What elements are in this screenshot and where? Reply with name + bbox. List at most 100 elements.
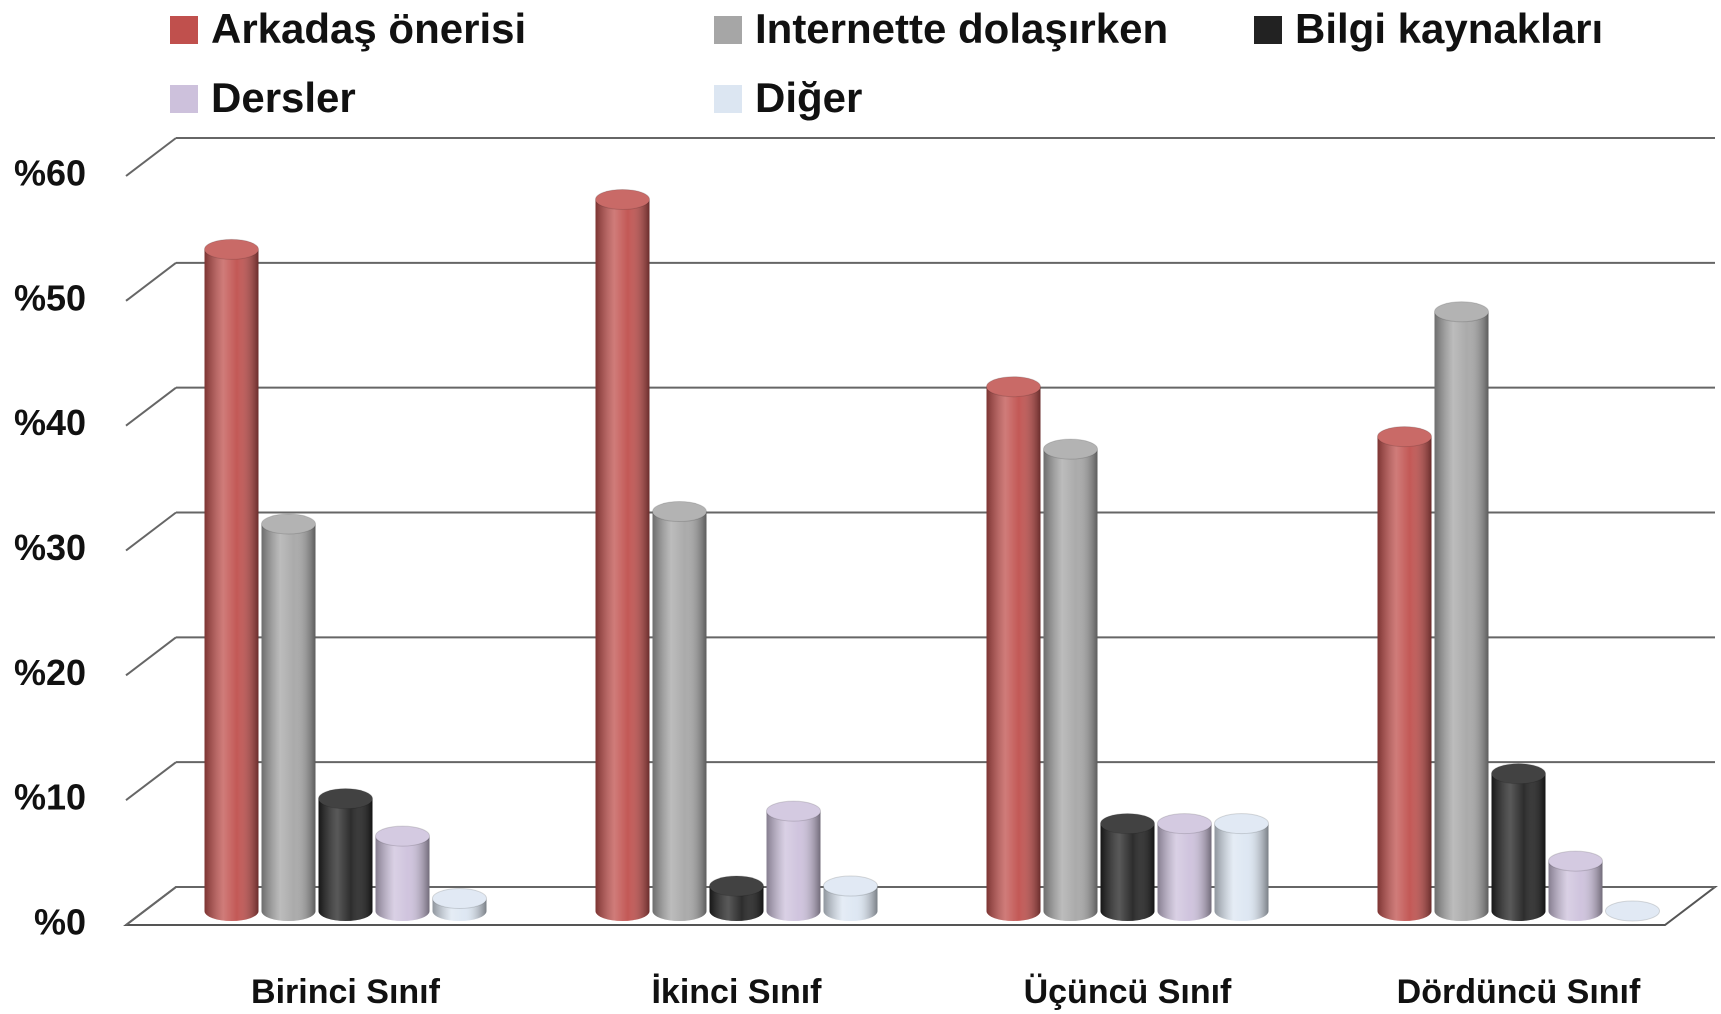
bar-top [709,875,764,897]
y-tick-label: %50 [14,277,86,318]
bar-top-shade [432,888,487,909]
bar-top-shade [1548,851,1603,872]
bar-top [1434,301,1489,323]
legend-label: Arkadaş önerisi [211,5,526,52]
tick-mark [125,262,177,302]
bar-shade [375,836,430,921]
bar-top-shade [986,376,1041,397]
bar-top [1548,850,1603,872]
bar-top [1377,426,1432,448]
bar [595,188,650,921]
bar-top-shade [595,189,650,210]
x-tick-label: İkinci Sınıf [651,973,822,1011]
bar [766,800,821,921]
bar-top-shade [652,501,707,522]
bar-top [318,788,373,810]
bar-top-shade [1605,901,1660,921]
bar-shade [1548,861,1603,921]
bar-top [595,188,650,210]
bar-shade [261,524,316,921]
bar-top [1214,813,1269,835]
bar-top [432,888,487,910]
bar-shade [1214,823,1269,921]
bar-shade [1377,436,1432,921]
tick-mark [125,386,177,427]
bar-shade [1043,449,1098,921]
bar-top [1100,813,1155,835]
y-tick-label: %20 [14,652,86,693]
bar-top-shade [1214,813,1269,834]
bar-top-shade [1491,763,1546,784]
bar-shade [709,886,764,921]
x-tick-label: Birinci Sınıf [251,973,441,1011]
bar [204,238,259,921]
bar [318,788,373,921]
legend-label: Bilgi kaynakları [1295,5,1603,52]
legend-label: Diğer [755,74,862,121]
bar-top [261,513,316,535]
y-tick-label: %0 [34,902,86,943]
bar-shade [1100,823,1155,921]
bar [1157,813,1212,921]
bar-shade [766,811,821,921]
legend-label: Dersler [211,74,356,121]
bar-shade [986,386,1041,921]
bar-top-shade [1434,301,1489,322]
bar [709,875,764,921]
bar [432,888,487,921]
x-tick-label: Üçüncü Sınıf [1024,973,1232,1011]
bar-top-shade [204,239,259,260]
bar [1605,900,1660,922]
bar-top-shade [1377,426,1432,447]
bar [652,501,707,921]
y-tick-label: %60 [14,153,86,194]
bar-shade [1491,773,1546,921]
bar-top [1157,813,1212,835]
bar [375,825,430,921]
y-tick-label: %10 [14,777,86,818]
bar-top-shade [709,876,764,897]
legend-swatch [170,85,198,113]
tick-mark [125,636,177,677]
bar-shade [318,798,373,921]
bar-shade [595,199,650,921]
bar-top [1491,763,1546,785]
bar-top-shade [375,826,430,847]
bar-top-shade [318,788,373,809]
bar [1548,850,1603,921]
bar-top [823,875,878,897]
bar [1434,301,1489,921]
bar-top [766,800,821,822]
bar [1491,763,1546,921]
bar-top-shade [1157,813,1212,834]
bar [823,875,878,921]
bar-top-shade [823,876,878,897]
bar-top [1043,438,1098,460]
bar-top-shade [766,801,821,822]
bar-top [204,238,259,260]
bar [261,513,316,921]
bar-shade [823,886,878,921]
y-tick-label: %30 [14,527,86,568]
bar [1043,438,1098,921]
bar-top-shade [261,514,316,535]
bar-top-shade [1100,813,1155,834]
legend-swatch [170,16,198,44]
bar-top [652,501,707,523]
legend-swatch [1254,16,1282,44]
bar-top [375,825,430,847]
bar [1100,813,1155,921]
y-tick-label: %40 [14,402,86,443]
bar [1214,813,1269,921]
legend-label: Internette dolaşırken [755,5,1168,52]
bar-shade [1434,311,1489,921]
legend-swatch [714,85,742,113]
bar-shade [1157,823,1212,921]
bar-top [1605,900,1660,922]
tick-mark [125,761,177,801]
bar-shade [204,249,259,921]
legend-swatch [714,16,742,44]
bar-top-shade [1043,439,1098,460]
tick-mark [125,886,177,926]
